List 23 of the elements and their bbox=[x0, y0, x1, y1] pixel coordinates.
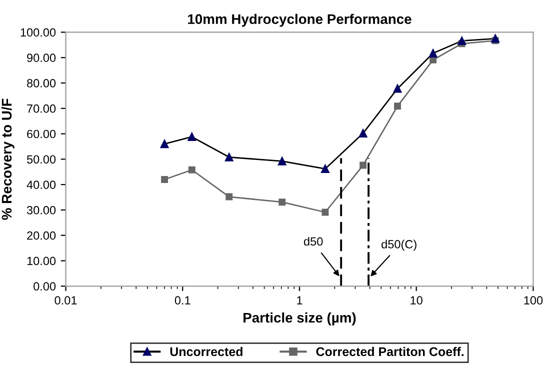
x-axis-title: Particle size (µm) bbox=[244, 312, 356, 326]
y-tick-label: 0.00 bbox=[34, 282, 56, 291]
chart-title: 10mm Hydrocyclone Performance bbox=[188, 14, 412, 27]
y-tick-label: 80.00 bbox=[27, 79, 56, 88]
y-tick-label: 20.00 bbox=[27, 231, 56, 240]
y-axis-title: % Recovery to U/F bbox=[1, 98, 14, 220]
x-tick-label: 0.1 bbox=[174, 296, 190, 305]
legend-label: Uncorrected bbox=[170, 346, 242, 356]
annotation: d50 bbox=[304, 236, 323, 246]
x-tick-label: 100 bbox=[524, 296, 543, 305]
y-tick-label: 10.00 bbox=[27, 256, 56, 266]
y-tick-label: 100.00 bbox=[20, 28, 56, 37]
y-tick-label: 90.00 bbox=[27, 54, 56, 62]
y-tick-label: 70.00 bbox=[27, 104, 56, 113]
y-tick-label: 40.00 bbox=[26, 180, 56, 189]
legend-label: Corrected Partiton Coeff. bbox=[316, 346, 464, 356]
annotation: d50(C) bbox=[382, 240, 416, 251]
x-tick-label: 1 bbox=[297, 296, 302, 304]
y-tick-label: 50.00 bbox=[26, 155, 56, 164]
x-tick-label: 10 bbox=[410, 296, 422, 305]
x-tick-label: 0.01 bbox=[54, 296, 77, 305]
y-tick-label: 60.00 bbox=[27, 130, 56, 138]
y-tick-label: 30.00 bbox=[26, 206, 56, 214]
